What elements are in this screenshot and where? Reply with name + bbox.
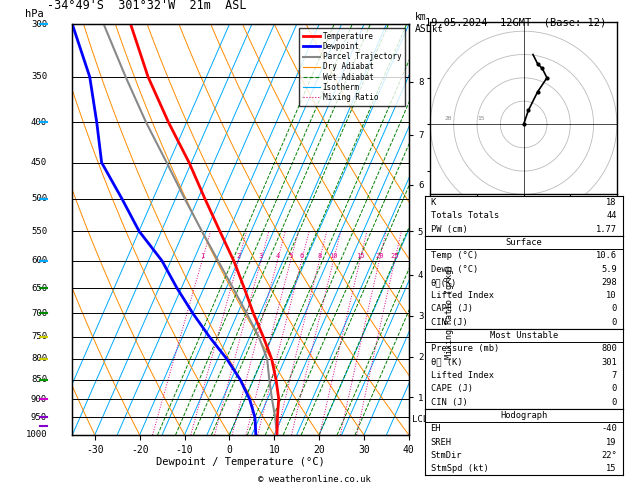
- Text: ASL: ASL: [415, 24, 433, 34]
- Text: 10.6: 10.6: [596, 251, 617, 260]
- Text: θᴇ(K): θᴇ(K): [430, 278, 457, 287]
- Text: 8: 8: [317, 253, 321, 259]
- Text: 25: 25: [391, 253, 399, 259]
- Text: PW (cm): PW (cm): [430, 225, 467, 234]
- Text: 900: 900: [31, 395, 47, 403]
- Text: 15: 15: [477, 116, 484, 121]
- Legend: Temperature, Dewpoint, Parcel Trajectory, Dry Adiabat, Wet Adiabat, Isotherm, Mi: Temperature, Dewpoint, Parcel Trajectory…: [299, 28, 405, 105]
- Text: CIN (J): CIN (J): [430, 318, 467, 327]
- Text: -40: -40: [601, 424, 617, 433]
- Text: StmSpd (kt): StmSpd (kt): [430, 464, 488, 473]
- Text: 3: 3: [259, 253, 263, 259]
- Text: 15: 15: [606, 464, 617, 473]
- Text: 20: 20: [444, 116, 452, 121]
- Text: 22°: 22°: [601, 451, 617, 460]
- Text: 298: 298: [601, 278, 617, 287]
- Text: StmDir: StmDir: [430, 451, 462, 460]
- Text: θᴇ (K): θᴇ (K): [430, 358, 462, 367]
- Text: 7: 7: [611, 371, 617, 380]
- Text: CAPE (J): CAPE (J): [430, 304, 472, 313]
- Text: 300: 300: [31, 20, 47, 29]
- Text: 800: 800: [31, 354, 47, 364]
- Text: 20: 20: [375, 253, 384, 259]
- Text: 19.05.2024  12GMT  (Base: 12): 19.05.2024 12GMT (Base: 12): [425, 17, 606, 27]
- Text: Surface: Surface: [505, 238, 542, 247]
- Text: 0: 0: [611, 304, 617, 313]
- Text: LCL: LCL: [412, 415, 428, 424]
- Text: 350: 350: [31, 72, 47, 81]
- Text: 2: 2: [237, 253, 240, 259]
- Text: Dewp (°C): Dewp (°C): [430, 264, 478, 274]
- Text: © weatheronline.co.uk: © weatheronline.co.uk: [258, 475, 371, 484]
- Text: 301: 301: [601, 358, 617, 367]
- Text: 5: 5: [289, 253, 292, 259]
- Text: 19: 19: [606, 437, 617, 447]
- Text: K: K: [430, 198, 436, 207]
- Text: 950: 950: [31, 413, 47, 422]
- Text: Mixing Ratio (g/kg): Mixing Ratio (g/kg): [445, 264, 454, 359]
- Text: 10: 10: [329, 253, 338, 259]
- Text: 44: 44: [606, 211, 617, 220]
- X-axis label: Dewpoint / Temperature (°C): Dewpoint / Temperature (°C): [156, 457, 325, 468]
- Text: 650: 650: [31, 283, 47, 293]
- Text: 5.9: 5.9: [601, 264, 617, 274]
- Text: Totals Totals: Totals Totals: [430, 211, 499, 220]
- Text: hPa: hPa: [25, 9, 44, 19]
- Text: Pressure (mb): Pressure (mb): [430, 345, 499, 353]
- Text: kt: kt: [432, 25, 443, 35]
- Text: 500: 500: [31, 194, 47, 203]
- Text: Temp (°C): Temp (°C): [430, 251, 478, 260]
- Text: Hodograph: Hodograph: [500, 411, 547, 420]
- Text: Most Unstable: Most Unstable: [489, 331, 558, 340]
- Text: Lifted Index: Lifted Index: [430, 291, 494, 300]
- Text: 1.77: 1.77: [596, 225, 617, 234]
- Text: 850: 850: [31, 375, 47, 384]
- Text: 550: 550: [31, 226, 47, 236]
- Text: Lifted Index: Lifted Index: [430, 371, 494, 380]
- Text: 4: 4: [276, 253, 279, 259]
- Text: SREH: SREH: [430, 437, 452, 447]
- Text: 0: 0: [611, 398, 617, 407]
- Text: 700: 700: [31, 309, 47, 318]
- Text: 1: 1: [200, 253, 204, 259]
- Text: km: km: [415, 12, 427, 22]
- Text: 1000: 1000: [26, 431, 47, 439]
- Text: 6: 6: [299, 253, 304, 259]
- Text: 800: 800: [601, 345, 617, 353]
- Text: CAPE (J): CAPE (J): [430, 384, 472, 393]
- Text: 18: 18: [606, 198, 617, 207]
- Text: 400: 400: [31, 118, 47, 127]
- Text: EH: EH: [430, 424, 441, 433]
- Text: 10: 10: [606, 291, 617, 300]
- Text: 0: 0: [611, 384, 617, 393]
- Text: 450: 450: [31, 158, 47, 167]
- Text: -34°49'S  301°32'W  21m  ASL: -34°49'S 301°32'W 21m ASL: [47, 0, 247, 12]
- Text: 600: 600: [31, 256, 47, 265]
- Text: 0: 0: [611, 318, 617, 327]
- Text: 750: 750: [31, 332, 47, 341]
- Text: 15: 15: [355, 253, 364, 259]
- Text: CIN (J): CIN (J): [430, 398, 467, 407]
